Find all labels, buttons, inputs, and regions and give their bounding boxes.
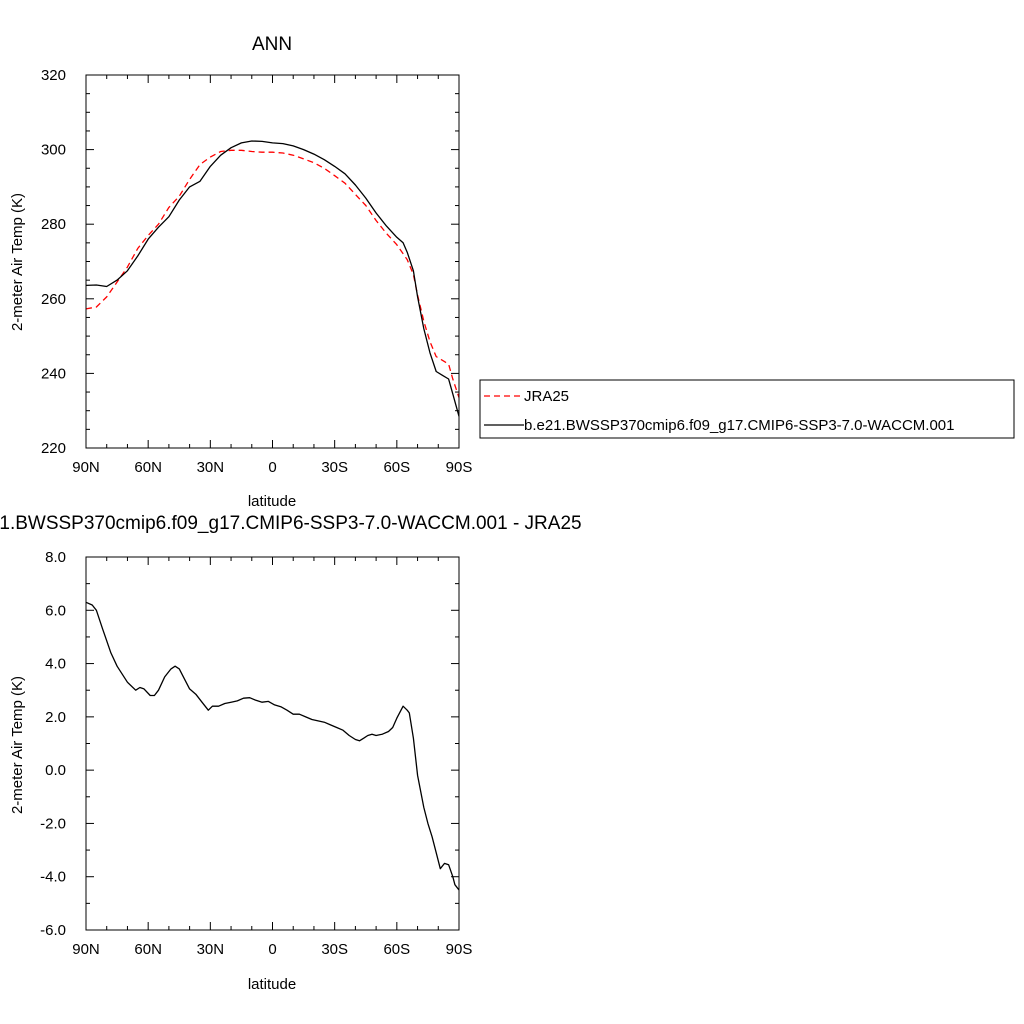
legend: JRA25 b.e21.BWSSP370cmip6.f09_g17.CMIP6-… bbox=[479, 379, 1015, 439]
top-panel-ylabel: 2-meter Air Temp (K) bbox=[9, 193, 26, 331]
panel-1-xtick-label: 90S bbox=[446, 941, 473, 958]
panel-1-plot-frame bbox=[85, 556, 460, 931]
panel-0-xtick-label: 0 bbox=[268, 459, 276, 476]
panel-0-series-0-line bbox=[85, 149, 460, 398]
panel-1-xtick-label: 60S bbox=[383, 941, 410, 958]
panel-1-xtick-label: 60N bbox=[134, 941, 162, 958]
panel-0-ytick-label: 240 bbox=[41, 365, 66, 382]
bottom-panel: b.e21.BWSSP370cmip6.f09_g17.CMIP6-SSP3-7… bbox=[0, 513, 582, 993]
panel-0-ytick-label: 220 bbox=[41, 440, 66, 457]
panel-1-ytick-label: 2.0 bbox=[45, 709, 66, 726]
panel-1-ytick-label: 4.0 bbox=[45, 656, 66, 673]
panel-0-xtick-label: 30N bbox=[197, 459, 225, 476]
panel-0-xtick-label: 30S bbox=[321, 459, 348, 476]
panel-0-xtick-label: 60N bbox=[134, 459, 162, 476]
panel-0-ytick-label: 280 bbox=[41, 216, 66, 233]
panel-1-xtick-label: 30N bbox=[197, 941, 225, 958]
panel-1-ytick-label: 8.0 bbox=[45, 549, 66, 566]
panel-0-ytick-label: 260 bbox=[41, 291, 66, 308]
legend-label-jra25: JRA25 bbox=[524, 388, 569, 405]
top-panel: ANN latitude 2-meter Air Temp (K) 90N 60N… bbox=[9, 34, 472, 510]
panel-1-ytick-label: -2.0 bbox=[40, 815, 66, 832]
panel-1-ytick-label: -4.0 bbox=[40, 869, 66, 886]
bottom-panel-title: b.e21.BWSSP370cmip6.f09_g17.CMIP6-SSP3-7… bbox=[0, 513, 582, 534]
top-panel-title: ANN bbox=[252, 34, 292, 55]
panel-0-ytick-label: 300 bbox=[41, 142, 66, 159]
panel-1-xtick-label: 30S bbox=[321, 941, 348, 958]
panel-1-ytick-label: 6.0 bbox=[45, 602, 66, 619]
panel-0-series-1-line bbox=[85, 140, 460, 417]
panel-0-xtick-label: 90N bbox=[72, 459, 100, 476]
panel-1-ytick-label: 0.0 bbox=[45, 762, 66, 779]
legend-box bbox=[479, 379, 1015, 439]
legend-label-model: b.e21.BWSSP370cmip6.f09_g17.CMIP6-SSP3-7… bbox=[524, 417, 954, 434]
panel-0-plot-frame bbox=[85, 74, 460, 449]
panel-1-xtick-label: 0 bbox=[268, 941, 276, 958]
top-panel-xlabel: latitude bbox=[248, 493, 296, 510]
panel-0-xtick-label: 90S bbox=[446, 459, 473, 476]
bottom-panel-ylabel: 2-meter Air Temp (K) bbox=[9, 676, 26, 814]
panel-1-series-0-line bbox=[85, 601, 460, 891]
panel-0-xtick-label: 60S bbox=[383, 459, 410, 476]
bottom-panel-xlabel: latitude bbox=[248, 976, 296, 993]
panel-1-xtick-label: 90N bbox=[72, 941, 100, 958]
panel-0-ytick-label: 320 bbox=[41, 67, 66, 84]
panel-1-ytick-label: -6.0 bbox=[40, 922, 66, 939]
